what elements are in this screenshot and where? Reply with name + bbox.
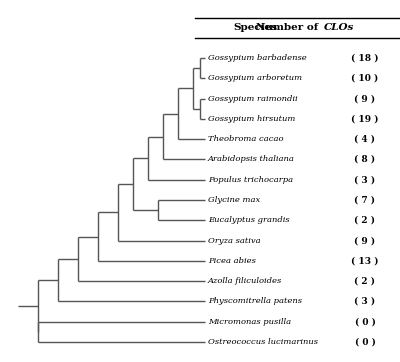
Text: Oryza sativa: Oryza sativa [208,237,261,245]
Text: Populus trichocarpa: Populus trichocarpa [208,176,293,184]
Text: ( 3 ): ( 3 ) [354,297,376,306]
Text: Azolla filiculoides: Azolla filiculoides [208,277,282,285]
Text: ( 19 ): ( 19 ) [351,114,379,123]
Text: Gossypium hirsutum: Gossypium hirsutum [208,115,295,123]
Text: ( 0 ): ( 0 ) [354,317,376,326]
Text: ( 9 ): ( 9 ) [354,94,376,103]
Text: Gossypium arboretum: Gossypium arboretum [208,74,302,82]
Text: ( 8 ): ( 8 ) [354,155,376,164]
Text: ( 10 ): ( 10 ) [351,74,379,83]
Text: ( 18 ): ( 18 ) [351,54,379,63]
Text: ( 2 ): ( 2 ) [354,277,376,286]
Text: ( 2 ): ( 2 ) [354,216,376,225]
Text: Eucalyptus grandis: Eucalyptus grandis [208,216,290,224]
Text: Ostreococcus lucimarinus: Ostreococcus lucimarinus [208,338,318,346]
Text: ( 4 ): ( 4 ) [354,135,376,144]
Text: ( 3 ): ( 3 ) [354,175,376,184]
Text: ( 0 ): ( 0 ) [354,337,376,346]
Text: Glycine max: Glycine max [208,196,260,204]
Text: ( 13 ): ( 13 ) [351,256,379,265]
Text: Number of: Number of [256,24,322,33]
Text: Gossypium barbadense: Gossypium barbadense [208,54,307,62]
Text: Theobroma cacao: Theobroma cacao [208,135,284,143]
Text: Micromonas pusilla: Micromonas pusilla [208,318,291,326]
Text: Species: Species [233,24,277,33]
Text: Gossypium raimondii: Gossypium raimondii [208,94,298,102]
Text: ( 9 ): ( 9 ) [354,236,376,245]
Text: ( 7 ): ( 7 ) [354,195,376,205]
Text: Arabidopsis thaliana: Arabidopsis thaliana [208,155,295,163]
Text: CLOs: CLOs [324,24,354,33]
Text: Picea abies: Picea abies [208,257,256,265]
Text: Physcomitrella patens: Physcomitrella patens [208,298,302,306]
